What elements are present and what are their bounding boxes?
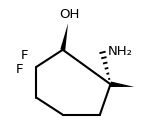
Polygon shape xyxy=(110,81,134,87)
Text: F: F xyxy=(21,49,28,62)
Text: OH: OH xyxy=(59,8,80,21)
Polygon shape xyxy=(60,23,68,50)
Text: F: F xyxy=(16,63,23,76)
Text: NH₂: NH₂ xyxy=(108,45,133,58)
